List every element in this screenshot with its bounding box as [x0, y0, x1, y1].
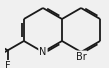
Text: N: N: [39, 47, 47, 57]
Text: F: F: [5, 61, 10, 68]
Text: Br: Br: [76, 51, 86, 61]
